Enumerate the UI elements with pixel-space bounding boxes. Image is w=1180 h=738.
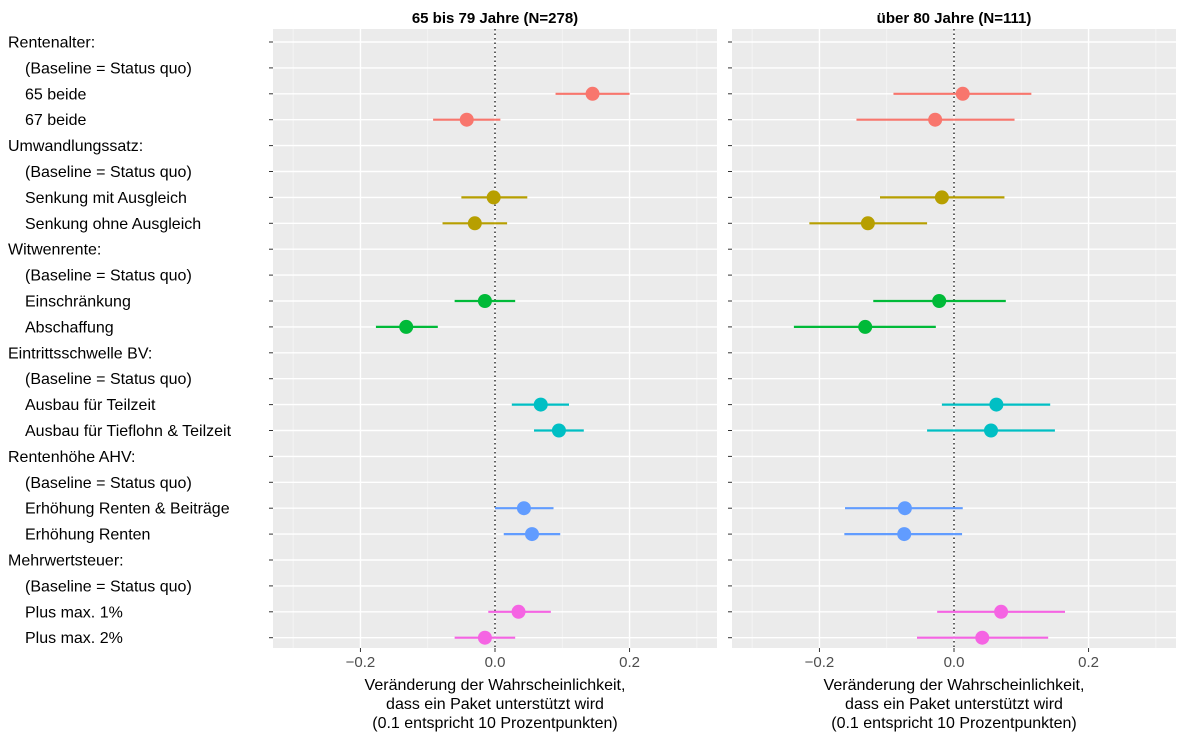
x-tick-label: −0.2: [346, 654, 376, 671]
y-axis-label: Rentenhöhe AHV:: [8, 449, 136, 466]
data-point: [585, 86, 600, 101]
x-axis-label: Veränderung der Wahrscheinlichkeit,: [365, 677, 626, 694]
y-axis-label: Ausbau für Teilzeit: [25, 397, 156, 414]
y-axis-label: Erhöhung Renten: [25, 527, 150, 544]
data-point: [525, 527, 539, 542]
data-point: [994, 604, 1009, 619]
x-tick-label: 0.0: [485, 654, 506, 671]
y-axis-label: (Baseline = Status quo): [25, 60, 192, 77]
panel-title: 65 bis 79 Jahre (N=278): [412, 10, 578, 27]
y-axis-label: Senkung mit Ausgleich: [25, 190, 187, 207]
y-axis-label: Einschränkung: [25, 294, 131, 311]
x-tick-label: 0.2: [619, 654, 640, 671]
panel-title: über 80 Jahre (N=111): [877, 10, 1032, 27]
y-axis-label: 67 beide: [25, 112, 86, 129]
data-point: [932, 294, 947, 308]
data-point: [928, 112, 943, 127]
y-axis-label: Umwandlungssatz:: [8, 138, 143, 155]
y-axis-label: Senkung ohne Ausgleich: [25, 216, 201, 233]
x-axis-label: dass ein Paket unterstützt wird: [386, 696, 604, 713]
data-point: [858, 319, 873, 334]
data-point: [459, 112, 474, 127]
y-axis-label: (Baseline = Status quo): [25, 578, 192, 595]
data-point: [934, 190, 949, 205]
data-point: [551, 423, 566, 438]
data-point: [399, 319, 414, 334]
data-point: [984, 423, 998, 438]
x-tick-label: 0.0: [944, 654, 965, 671]
data-point: [477, 630, 492, 645]
data-point: [516, 501, 531, 516]
y-axis-label: (Baseline = Status quo): [25, 164, 192, 181]
x-tick-label: −0.2: [805, 654, 835, 671]
y-axis-label: Plus max. 2%: [25, 630, 123, 647]
x-axis-label: (0.1 entspricht 10 Prozentpunkten): [372, 715, 617, 732]
y-axis-label: Erhöhung Renten & Beiträge: [25, 501, 230, 518]
data-point: [477, 294, 492, 308]
x-tick-label: 0.2: [1078, 654, 1099, 671]
data-point: [511, 604, 526, 619]
y-axis-label: Rentenalter:: [8, 35, 95, 52]
y-axis-label: (Baseline = Status quo): [25, 371, 192, 388]
y-axis-label: Mehrwertsteuer:: [8, 553, 124, 570]
y-axis-label: Witwenrente:: [8, 242, 101, 259]
x-axis-label: Veränderung der Wahrscheinlichkeit,: [824, 677, 1085, 694]
y-axis-label: (Baseline = Status quo): [25, 268, 192, 285]
data-point: [897, 527, 912, 542]
data-point: [955, 86, 970, 101]
y-axis-label: Ausbau für Tieflohn & Teilzeit: [25, 423, 232, 440]
y-axis-label: Eintrittsschwelle BV:: [8, 345, 152, 362]
y-axis-label: (Baseline = Status quo): [25, 475, 192, 492]
data-point: [975, 630, 990, 645]
data-point: [486, 190, 501, 205]
data-point: [533, 397, 548, 412]
y-axis-label: 65 beide: [25, 86, 86, 103]
y-axis-label: Plus max. 1%: [25, 604, 123, 621]
x-axis-label: (0.1 entspricht 10 Prozentpunkten): [831, 715, 1076, 732]
x-axis-label: dass ein Paket unterstützt wird: [845, 696, 1063, 713]
data-point: [897, 501, 912, 516]
data-point: [467, 216, 482, 231]
y-axis-label: Abschaffung: [25, 319, 114, 336]
data-point: [989, 397, 1004, 412]
data-point: [860, 216, 875, 231]
